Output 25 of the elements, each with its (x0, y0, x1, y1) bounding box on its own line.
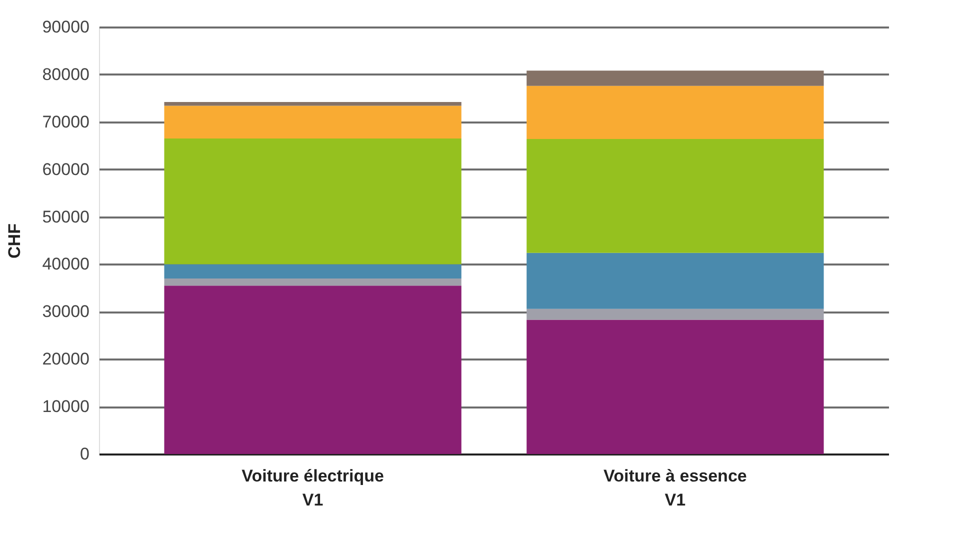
bar (526, 308, 824, 320)
y-tick-label: 50000 (42, 207, 90, 226)
bar (164, 106, 462, 138)
y-tick-label: 70000 (42, 112, 90, 132)
y-tick-label: 10000 (42, 397, 90, 416)
y-tick-label: 20000 (42, 350, 90, 369)
y-tick-label: 80000 (42, 64, 90, 84)
y-tick-label: 40000 (42, 254, 90, 274)
bar (526, 86, 824, 139)
bar (164, 286, 462, 454)
bar (164, 102, 462, 106)
bar (164, 264, 462, 278)
y-axis-title: CHF (5, 224, 24, 258)
bar (164, 278, 462, 286)
x-tick-label: Voiture à essence V1 (604, 466, 747, 510)
y-tick-label: 30000 (42, 302, 90, 322)
bar (526, 320, 824, 454)
bar (526, 70, 824, 86)
bar (526, 138, 824, 253)
y-tick-label: 0 (80, 444, 90, 464)
y-tick-label: 60000 (42, 160, 90, 179)
bar (526, 252, 824, 309)
bar (164, 138, 462, 264)
x-tick-label: Voiture électrique V1 (242, 466, 384, 510)
y-tick-label: 90000 (42, 18, 90, 36)
